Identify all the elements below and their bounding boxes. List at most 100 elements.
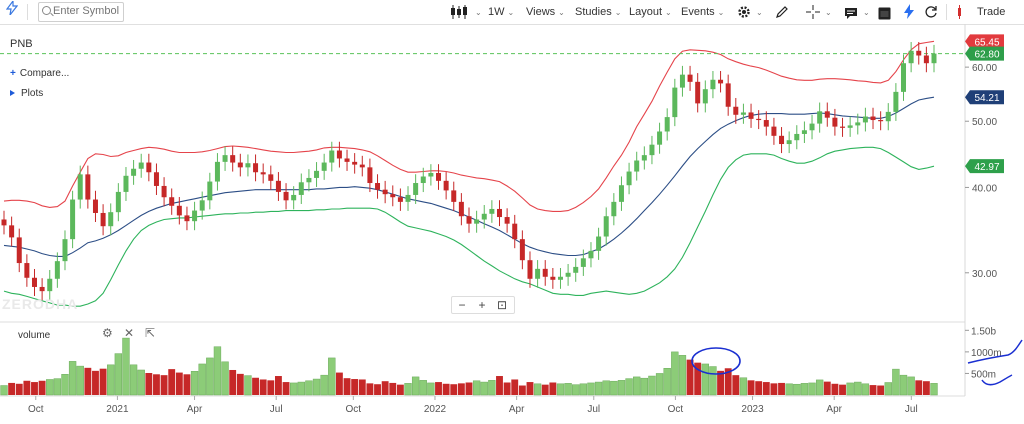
date-tick-label: Apr [509, 404, 525, 415]
settings-dropdown[interactable]: ⌄ [756, 8, 763, 17]
crosshair-dropdown[interactable]: ⌄ [825, 8, 832, 17]
refresh-icon[interactable] [924, 4, 938, 20]
studies-menu[interactable]: Studies ⌄ [575, 6, 622, 18]
volume-bar [252, 377, 259, 395]
volume-bar [31, 382, 38, 395]
square-icon[interactable] [878, 5, 891, 20]
pencil-icon[interactable] [775, 4, 789, 20]
gear-icon[interactable] [737, 4, 751, 20]
candle-body [596, 236, 602, 251]
volume-bar [99, 368, 107, 395]
price-chart[interactable]: 30.00 40.00 50.00 60.00 1.50b 1000m 500m Oct 202… [0, 24, 1024, 424]
candle-body [16, 237, 22, 264]
candle-body [367, 167, 373, 184]
candle-body [519, 239, 525, 261]
volume-circle-annotation [691, 347, 741, 375]
candle-body [763, 120, 769, 127]
volume-bar [732, 375, 740, 395]
candle-body [39, 286, 45, 292]
candle-body [54, 261, 60, 279]
volume-bar [160, 375, 168, 395]
candle-body [306, 177, 312, 183]
volume-bar [236, 373, 244, 395]
crosshair-icon[interactable] [805, 4, 821, 20]
candle-body [314, 170, 320, 178]
candle-body [85, 174, 91, 200]
candle-body [801, 130, 807, 134]
symbol-search-field[interactable] [38, 2, 124, 22]
events-label: Events [681, 6, 715, 18]
candle-body [771, 126, 777, 136]
volume-bar [107, 364, 115, 396]
toolbar-divider [946, 4, 947, 20]
price-tag-text: 42.97 [974, 162, 999, 173]
volume-bar [435, 382, 442, 395]
zoom-in-button[interactable]: + [478, 298, 486, 312]
volume-bar [770, 383, 778, 395]
gear-icon[interactable]: ⚙ [102, 326, 113, 340]
plots-toggle[interactable]: Plots [10, 88, 43, 99]
expand-triangle-icon [10, 90, 15, 97]
interval-dropdown[interactable]: 1W ⌄ [488, 6, 515, 18]
volume-tick-label: 1.50b [971, 326, 996, 337]
price-tick-label: 30.00 [972, 269, 997, 280]
candle-body [885, 111, 891, 122]
candle-body [786, 140, 792, 145]
candle-body [740, 112, 746, 115]
candle-body [779, 135, 785, 145]
volume-bar [556, 383, 565, 396]
volume-bar [671, 351, 679, 396]
candle-body [352, 161, 358, 165]
lightning-icon[interactable] [5, 0, 19, 24]
candle-body [153, 172, 159, 186]
candle-body [108, 212, 114, 227]
candle-body [870, 116, 876, 121]
candlestick-dropdown[interactable]: ⌄ [475, 8, 482, 17]
date-tick-label: 2022 [424, 404, 447, 415]
compare-button[interactable]: + Compare... [10, 68, 69, 79]
candle-body [115, 191, 121, 213]
candle-body [550, 276, 556, 280]
candle-body [618, 185, 624, 202]
views-menu[interactable]: Views ⌄ [526, 6, 565, 18]
volume-bar [396, 384, 404, 395]
trade-icon[interactable] [957, 4, 967, 20]
volume-bar [153, 374, 160, 395]
volume-bar [815, 379, 824, 396]
close-icon[interactable]: ✕ [124, 326, 135, 340]
candle-body [184, 215, 190, 222]
fit-screen-button[interactable]: ⊡ [496, 298, 508, 312]
zerodha-watermark: ZERODHA [2, 296, 79, 312]
candle-body [664, 117, 670, 132]
candlestick-icon[interactable] [450, 4, 468, 20]
candle-body [611, 201, 617, 217]
events-menu[interactable]: Events ⌄ [681, 6, 725, 18]
candle-body [329, 150, 335, 163]
comment-dropdown[interactable]: ⌄ [863, 8, 870, 17]
flash-icon[interactable] [903, 4, 915, 20]
symbol-search-input[interactable] [53, 3, 119, 19]
candle-body [397, 197, 403, 202]
volume-bar [884, 382, 892, 396]
volume-bar [92, 370, 99, 395]
volume-bar [488, 380, 496, 396]
comment-icon[interactable] [844, 5, 858, 19]
layout-menu[interactable]: Layout ⌄ [629, 6, 672, 18]
volume-bar [617, 380, 626, 396]
trade-button[interactable]: Trade [977, 0, 1005, 24]
price-tick-label: 40.00 [972, 183, 997, 194]
zoom-out-button[interactable]: − [458, 298, 466, 312]
candle-body [679, 74, 685, 88]
candle-body [695, 81, 701, 104]
volume-bar [778, 382, 785, 395]
volume-bar [457, 383, 465, 395]
volume-bar [259, 379, 267, 395]
move-arrow-icon[interactable]: ⇱ [145, 326, 156, 340]
candle-body [199, 200, 205, 211]
volume-bar [755, 381, 763, 395]
volume-bar [579, 383, 588, 396]
volume-bar [183, 374, 191, 395]
candle-body [138, 162, 144, 169]
volume-bar [625, 378, 633, 396]
volume-bar [68, 361, 77, 396]
